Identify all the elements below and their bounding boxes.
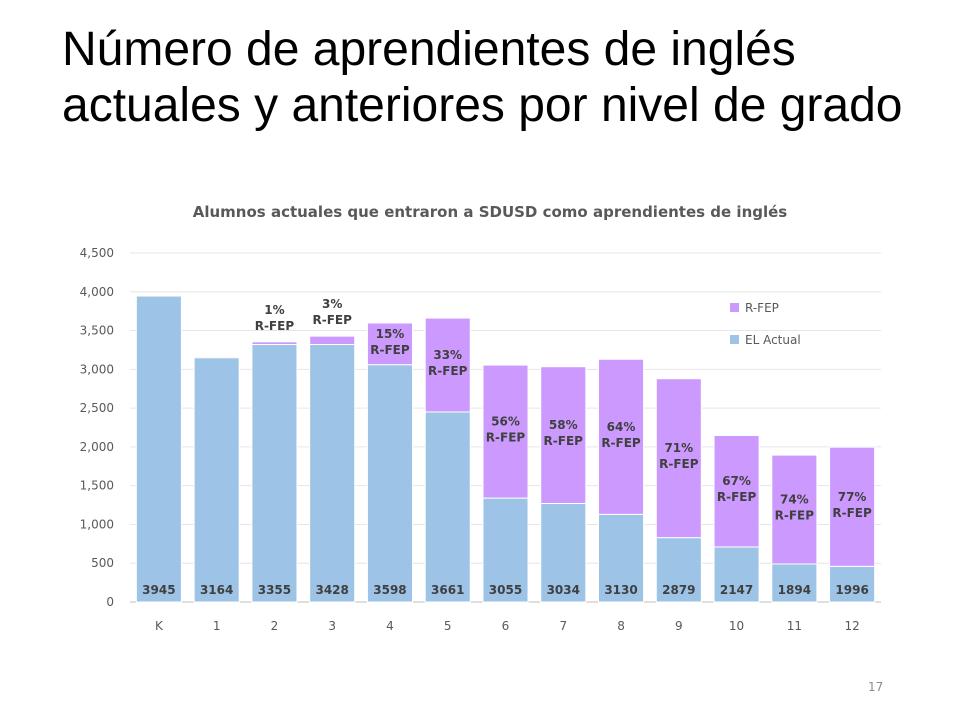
- legend-label: R-FEP: [745, 301, 779, 315]
- r-fep-percent-label: 15%: [376, 327, 405, 341]
- legend-label: EL Actual: [745, 333, 801, 347]
- y-tick-label: 0: [106, 595, 114, 609]
- x-tick-label: 12: [844, 619, 859, 633]
- bar-total-label: 3130: [604, 583, 637, 597]
- slide-title: Número de aprendientes de inglés actuale…: [62, 23, 903, 132]
- r-fep-suffix-label: R-FEP: [312, 313, 352, 327]
- y-tick-label: 4,500: [80, 246, 114, 260]
- y-axis: 0 500 1,000 1,500 2,000 2,500 3,000 3,500 4,000 4…: [80, 246, 114, 609]
- bar-r-fep: [771, 454, 818, 565]
- bar-el-actual: [135, 295, 182, 603]
- y-tick-label: 500: [91, 556, 114, 570]
- r-fep-suffix-label: R-FEP: [717, 490, 757, 504]
- r-fep-percent-label: 56%: [491, 415, 520, 429]
- x-tick-label: 9: [675, 619, 683, 633]
- chart-title: Alumnos actuales que entraron a SDUSD co…: [192, 203, 788, 221]
- bar-el-actual: [771, 563, 818, 603]
- bar-el-actual: [713, 546, 760, 603]
- bar-total-label: 3945: [142, 583, 175, 597]
- bar-r-fep: [424, 317, 471, 413]
- bar-r-fep: [598, 358, 645, 515]
- bars: 3945 3164 3355 1% R-FEP 3428 3% R-FEP 3598 15% R-F…: [135, 295, 876, 603]
- x-tick-label: 10: [729, 619, 744, 633]
- bar-total-label: 3598: [373, 583, 406, 597]
- bar-el-actual: [251, 344, 298, 603]
- bar-r-fep: [366, 322, 413, 366]
- bar-el-actual: [193, 357, 240, 603]
- r-fep-suffix-label: R-FEP: [486, 431, 526, 445]
- x-tick-label: 1: [213, 619, 221, 633]
- x-tick-label: 8: [617, 619, 625, 633]
- bar-el-actual: [309, 344, 356, 603]
- r-fep-percent-label: 74%: [780, 493, 809, 507]
- x-tick-label: 11: [787, 619, 802, 633]
- r-fep-suffix-label: R-FEP: [832, 506, 872, 520]
- legend-swatch: [730, 335, 739, 344]
- bar-total-label: 2879: [662, 583, 695, 597]
- page-number: 17: [868, 680, 884, 694]
- r-fep-percent-label: 58%: [549, 418, 578, 432]
- x-tick-label: 4: [386, 619, 394, 633]
- x-tick-label: 2: [271, 619, 279, 633]
- r-fep-suffix-label: R-FEP: [370, 343, 410, 357]
- y-tick-label: 3,000: [80, 362, 114, 376]
- bar-el-actual: [655, 537, 702, 603]
- legend-swatch: [730, 303, 739, 312]
- bar-r-fep: [482, 364, 529, 499]
- r-fep-suffix-label: R-FEP: [775, 509, 815, 523]
- r-fep-percent-label: 71%: [664, 441, 693, 455]
- bar-total-label: 3428: [315, 583, 348, 597]
- bar-total-label: 3355: [258, 583, 291, 597]
- bar-r-fep: [540, 366, 587, 505]
- r-fep-percent-label: 67%: [722, 474, 751, 488]
- bar-r-fep: [309, 335, 356, 346]
- x-tick-label: K: [155, 619, 164, 633]
- bar-total-label: 3034: [547, 583, 580, 597]
- x-axis: K 1 2 3 4 5 6 7 8 9 10 11 12: [155, 619, 860, 633]
- bar-el-actual: [424, 411, 471, 603]
- bar-el-actual: [598, 513, 645, 603]
- r-fep-percent-label: 33%: [433, 348, 462, 362]
- bar-total-label: 1996: [835, 583, 868, 597]
- bar-el-actual: [366, 364, 413, 603]
- y-tick-label: 3,500: [80, 324, 114, 338]
- legend: R-FEP EL Actual: [730, 301, 801, 347]
- bar-el-actual: [540, 503, 587, 603]
- x-tick-label: 3: [328, 619, 336, 633]
- x-tick-label: 5: [444, 619, 452, 633]
- r-fep-suffix-label: R-FEP: [255, 319, 295, 333]
- bar-r-fep: [829, 446, 876, 567]
- bar-total-label: 3661: [431, 583, 464, 597]
- r-fep-suffix-label: R-FEP: [601, 436, 641, 450]
- r-fep-suffix-label: R-FEP: [544, 434, 584, 448]
- bar-r-fep: [193, 356, 240, 359]
- y-tick-label: 4,000: [80, 285, 114, 299]
- r-fep-percent-label: 77%: [838, 490, 867, 504]
- y-tick-label: 2,500: [80, 401, 114, 415]
- bar-r-fep: [251, 341, 298, 346]
- r-fep-suffix-label: R-FEP: [659, 457, 699, 471]
- bar-total-label: 2147: [720, 583, 753, 597]
- y-tick-label: 1,500: [80, 479, 114, 493]
- r-fep-suffix-label: R-FEP: [428, 364, 468, 378]
- bar-r-fep: [655, 378, 702, 539]
- y-tick-label: 2,000: [80, 440, 114, 454]
- bar-total-label: 3164: [200, 583, 233, 597]
- x-tick-label: 6: [502, 619, 510, 633]
- bar-r-fep: [713, 434, 760, 548]
- r-fep-percent-label: 3%: [322, 297, 342, 311]
- bar-el-actual: [829, 565, 876, 603]
- r-fep-percent-label: 64%: [607, 420, 636, 434]
- bar-total-label: 3055: [489, 583, 522, 597]
- y-tick-label: 1,000: [80, 517, 114, 531]
- bar-total-label: 1894: [778, 583, 811, 597]
- r-fep-percent-label: 1%: [264, 303, 284, 317]
- x-tick-label: 7: [559, 619, 567, 633]
- bar-el-actual: [482, 497, 529, 603]
